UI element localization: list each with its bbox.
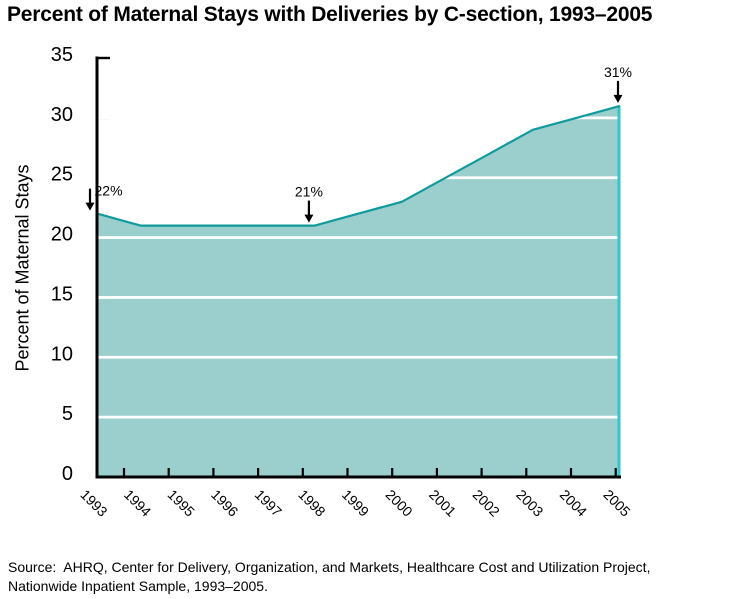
x-tick-label: 1997 [252,486,285,519]
x-tick-label: 1999 [339,486,372,519]
y-tick-label: 35 [51,44,73,66]
x-tick-label: 2003 [513,486,546,519]
x-tick-label: 2000 [382,486,415,519]
chart-title: Percent of Maternal Stays with Deliverie… [7,3,653,26]
y-tick-label: 15 [51,283,73,305]
y-tick-label: 5 [62,403,73,425]
y-tick-label: 30 [51,104,73,126]
x-tick-label: 1998 [295,486,328,519]
annotation-label: 22% [95,183,123,199]
source-line-2: Nationwide Inpatient Sample, 1993–2005. [8,578,268,594]
trend-line [96,104,621,227]
y-tick-label: 10 [51,343,73,365]
y-tick-label: 25 [51,164,73,186]
source-note: Source: AHRQ, Center for Delivery, Organ… [8,558,650,596]
source-line-1: Source: AHRQ, Center for Delivery, Organ… [8,559,651,575]
x-tick-label: 1993 [77,486,110,519]
x-tick-label: 2001 [426,486,459,519]
y-tick-label: 0 [62,463,73,485]
x-tick-label: 1996 [208,486,241,519]
x-tick-label: 2002 [470,486,503,519]
x-tick-label: 2004 [557,486,590,519]
annotation-label: 31% [604,64,632,80]
annotation-label: 21% [295,184,323,200]
area-fill [97,105,621,478]
down-arrow-head-icon [85,202,95,211]
down-arrow-head-icon [304,214,314,223]
x-tick-label: 1994 [121,486,154,519]
y-tick-label: 20 [51,224,73,246]
x-tick-label: 1995 [165,486,198,519]
down-arrow-head-icon [613,94,623,103]
x-tick-label: 2005 [600,486,633,519]
